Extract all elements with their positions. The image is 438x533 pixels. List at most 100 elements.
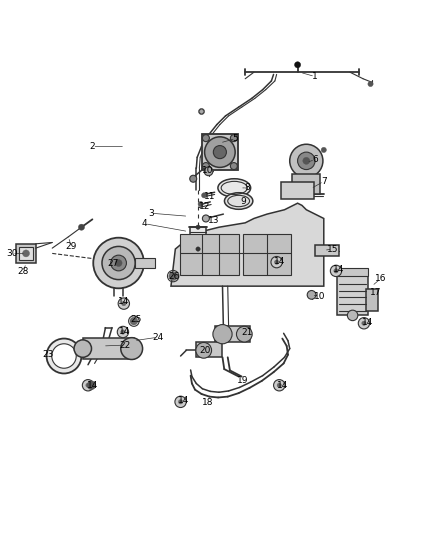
- Circle shape: [277, 383, 282, 387]
- Circle shape: [74, 340, 92, 357]
- Circle shape: [274, 379, 285, 391]
- Circle shape: [303, 157, 310, 164]
- Text: 26: 26: [169, 272, 180, 280]
- Bar: [292, 174, 320, 193]
- Text: 17: 17: [371, 288, 382, 297]
- Text: 23: 23: [42, 350, 53, 359]
- Circle shape: [200, 110, 203, 113]
- Text: 14: 14: [277, 381, 288, 390]
- Text: 19: 19: [237, 376, 249, 385]
- Circle shape: [230, 135, 237, 142]
- Circle shape: [190, 175, 197, 182]
- Circle shape: [358, 318, 370, 329]
- Text: 29: 29: [66, 243, 77, 252]
- Text: 1: 1: [312, 72, 318, 81]
- Circle shape: [87, 381, 96, 390]
- Circle shape: [202, 135, 209, 142]
- Circle shape: [130, 317, 138, 325]
- Text: 7: 7: [321, 177, 327, 186]
- Circle shape: [271, 256, 283, 268]
- Text: 11: 11: [204, 192, 215, 201]
- Text: 22: 22: [120, 341, 131, 350]
- Text: 14: 14: [362, 318, 373, 327]
- Text: 5: 5: [233, 134, 238, 143]
- Bar: [135, 258, 155, 268]
- Bar: [16, 244, 35, 263]
- Text: 28: 28: [18, 267, 29, 276]
- Circle shape: [196, 247, 200, 251]
- Circle shape: [198, 108, 205, 115]
- Text: 10: 10: [202, 166, 214, 175]
- Circle shape: [46, 338, 81, 374]
- Text: 2: 2: [89, 142, 95, 151]
- Bar: [337, 276, 368, 314]
- Text: 14: 14: [120, 327, 131, 336]
- Circle shape: [175, 396, 186, 408]
- Text: 4: 4: [142, 219, 148, 228]
- Circle shape: [347, 310, 358, 321]
- Text: 8: 8: [244, 183, 250, 192]
- Circle shape: [290, 144, 323, 177]
- Circle shape: [275, 260, 279, 264]
- Circle shape: [307, 290, 316, 299]
- Circle shape: [115, 260, 122, 266]
- Text: 14: 14: [118, 297, 130, 306]
- Circle shape: [121, 330, 125, 334]
- Text: 25: 25: [131, 315, 142, 324]
- Text: 10: 10: [314, 292, 325, 301]
- Circle shape: [230, 163, 237, 169]
- Text: 27: 27: [108, 259, 119, 268]
- Bar: [215, 326, 251, 342]
- Circle shape: [169, 272, 177, 280]
- Circle shape: [196, 225, 200, 229]
- Circle shape: [117, 326, 129, 338]
- Text: 21: 21: [242, 328, 253, 337]
- Text: 14: 14: [87, 381, 98, 390]
- Circle shape: [196, 343, 212, 358]
- Circle shape: [205, 137, 235, 167]
- Circle shape: [82, 379, 94, 391]
- Text: 30: 30: [6, 249, 18, 258]
- Bar: [281, 182, 314, 199]
- Bar: [196, 342, 223, 357]
- Text: 6: 6: [312, 155, 318, 164]
- Circle shape: [78, 224, 85, 230]
- Ellipse shape: [224, 193, 253, 209]
- Circle shape: [178, 400, 183, 404]
- Text: 16: 16: [375, 274, 386, 283]
- Circle shape: [204, 167, 213, 176]
- Circle shape: [198, 201, 203, 207]
- Bar: [337, 268, 368, 276]
- Polygon shape: [171, 203, 324, 286]
- Circle shape: [118, 298, 130, 309]
- Text: 13: 13: [208, 216, 219, 225]
- Text: 15: 15: [327, 245, 338, 254]
- Bar: [83, 338, 134, 359]
- Circle shape: [321, 147, 326, 152]
- Bar: [180, 234, 239, 275]
- Circle shape: [52, 344, 76, 368]
- Bar: [19, 247, 32, 260]
- Circle shape: [121, 338, 143, 359]
- Text: 3: 3: [148, 209, 154, 218]
- Text: 14: 14: [275, 257, 286, 266]
- Circle shape: [122, 302, 126, 306]
- Circle shape: [237, 326, 252, 342]
- Circle shape: [368, 82, 373, 87]
- Circle shape: [111, 255, 127, 271]
- Circle shape: [201, 193, 207, 198]
- Text: 14: 14: [178, 397, 190, 406]
- Circle shape: [86, 383, 90, 387]
- Circle shape: [202, 215, 209, 222]
- Text: 18: 18: [202, 398, 214, 407]
- Circle shape: [22, 250, 29, 257]
- Text: 14: 14: [333, 265, 345, 274]
- Text: 9: 9: [240, 197, 246, 206]
- Text: 24: 24: [152, 333, 163, 342]
- Ellipse shape: [218, 179, 251, 197]
- Circle shape: [202, 163, 209, 169]
- Bar: [243, 234, 291, 275]
- Bar: [366, 289, 378, 311]
- Circle shape: [330, 265, 342, 277]
- Circle shape: [213, 146, 226, 159]
